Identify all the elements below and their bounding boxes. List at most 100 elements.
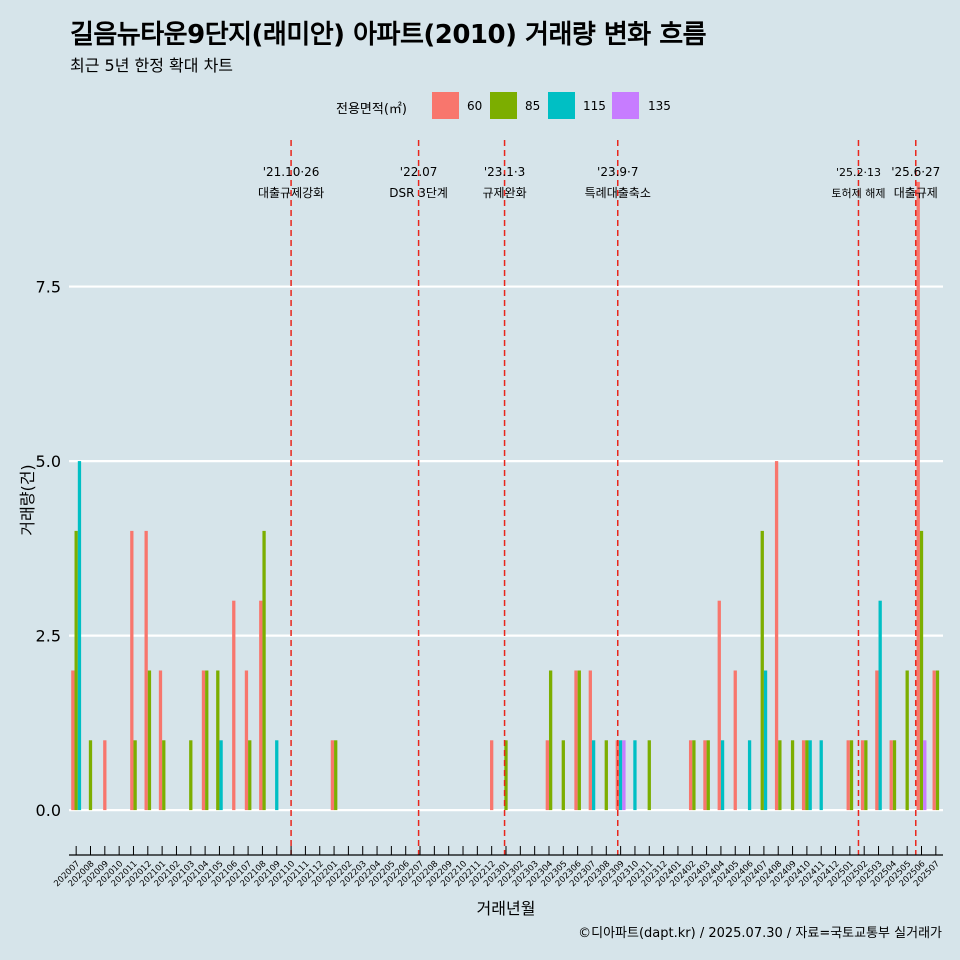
bar: [162, 740, 166, 811]
bar: [71, 670, 75, 811]
bar: [548, 670, 553, 811]
bar: [916, 181, 920, 811]
bar: [189, 740, 193, 811]
y-axis-title: 거래량(건): [18, 464, 37, 535]
bar: [618, 740, 623, 811]
legend: 전용면적(㎡) 60 85 115 135: [0, 92, 960, 122]
event-date-label: '22.07: [400, 165, 438, 179]
annotations: '21.10·26 대출규제강화 '22.07 DSR 3단계 '23.1·3 규제완화 '…: [258, 140, 940, 855]
x-axis-title: 거래년월: [477, 899, 536, 918]
axes: 0.02.55.07.52020072020082020092020102020…: [18, 278, 943, 918]
bar: [720, 740, 725, 811]
bar: [774, 461, 779, 811]
legend-swatch-135: [612, 92, 639, 119]
bar: [622, 740, 626, 811]
bar: [275, 740, 279, 811]
bar: [747, 740, 752, 811]
event-date-label: '23.1·3: [484, 165, 525, 179]
event-name-label: 특례대출축소: [585, 186, 651, 200]
bar: [574, 670, 578, 811]
event-date-label: '21.10·26: [263, 165, 320, 179]
bar: [88, 740, 93, 811]
bar: [147, 670, 152, 811]
bar: [875, 670, 879, 811]
bar: [860, 740, 865, 811]
event-name-label: 토허제 해제: [831, 186, 885, 200]
bar: [889, 740, 893, 811]
bar: [706, 740, 710, 811]
bar: [330, 740, 335, 811]
event-name-label: DSR 3단계: [389, 186, 448, 200]
bar: [201, 670, 206, 811]
chart-title: 길음뉴타운9단지(래미안) 아파트(2010) 거래량 변화 흐름: [70, 20, 707, 50]
bar: [647, 740, 651, 811]
legend-label-60: 60: [467, 99, 483, 113]
bar: [717, 600, 721, 811]
legend-title: 전용면적(㎡): [336, 102, 407, 117]
bar: [790, 740, 795, 811]
legend-label-135: 135: [648, 99, 671, 113]
bar: [703, 740, 707, 811]
bar: [244, 670, 249, 811]
bar: [144, 530, 148, 811]
bar: [892, 740, 897, 811]
bar: [588, 670, 592, 811]
legend-label-85: 85: [525, 99, 541, 113]
bar: [205, 670, 209, 811]
chart-subtitle: 최근 5년 한정 확대 차트: [70, 56, 234, 75]
bar: [130, 530, 134, 811]
bar: [133, 740, 137, 811]
bar: [77, 461, 82, 811]
gridlines: [69, 285, 943, 812]
bar: [760, 530, 764, 811]
event-date-label: '25.6·27: [891, 165, 940, 179]
bar: [504, 740, 508, 811]
bar: [878, 600, 882, 811]
legend-swatch-115: [548, 92, 575, 119]
event-name-label: 규제완화: [482, 186, 526, 200]
bar: [808, 740, 812, 811]
bar: [692, 740, 696, 811]
bar: [158, 670, 163, 811]
bar: [733, 670, 737, 811]
bar: [819, 740, 823, 811]
bar: [905, 670, 909, 811]
y-tick-label: 5.0: [36, 452, 61, 471]
event-date-label: '25.2·13: [836, 166, 881, 179]
bars: [71, 181, 940, 811]
bar: [103, 740, 107, 811]
bar: [919, 530, 924, 811]
y-tick-label: 2.5: [36, 627, 61, 646]
event-name-label: 대출규제강화: [258, 186, 324, 200]
bar: [232, 600, 236, 811]
y-tick-label: 7.5: [36, 278, 61, 297]
legend-swatch-60: [432, 92, 459, 119]
legend-label-115: 115: [583, 99, 606, 113]
legend-swatch-85: [490, 92, 517, 119]
bar: [490, 740, 494, 811]
bar: [846, 740, 850, 811]
bar: [864, 740, 868, 811]
bar: [604, 740, 608, 811]
bar: [633, 740, 637, 811]
bar: [935, 670, 940, 811]
bar: [923, 740, 927, 811]
bar: [688, 740, 693, 811]
bar: [763, 670, 768, 811]
source-caption: ©디아파트(dapt.kr) / 2025.07.30 / 자료=국토교통부 실…: [578, 926, 942, 941]
bar: [778, 740, 782, 811]
y-tick-label: 0.0: [36, 801, 61, 820]
bar: [216, 670, 220, 811]
bar: [545, 740, 549, 811]
bar: [561, 740, 565, 811]
bar: [259, 600, 263, 811]
bar: [805, 740, 809, 811]
bar: [248, 740, 252, 811]
bar: [74, 530, 78, 811]
bar: [334, 740, 338, 811]
bar: [801, 740, 806, 811]
event-name-label: 대출규제: [894, 186, 938, 200]
bar: [219, 740, 223, 811]
bar: [591, 740, 596, 811]
